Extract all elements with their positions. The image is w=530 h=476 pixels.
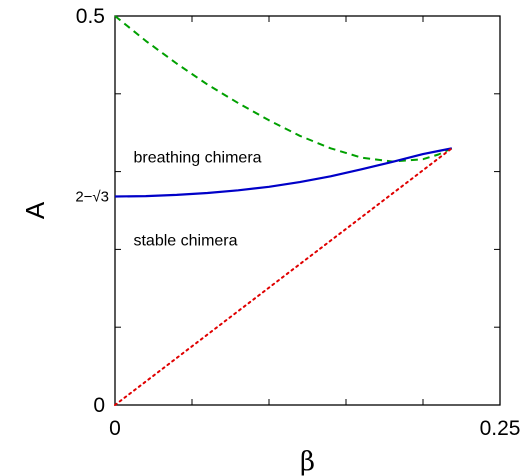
y-tick-label-0: 0 [93,394,105,417]
series-layer [114,15,453,406]
x-tick-label-0: 0 [109,417,121,440]
series-line-1 [114,147,453,198]
y-tick-label-special: 2−√3 [75,189,109,206]
labels-layer: β A 0 0.25 0 0.5 2−√3 breathing chimera stable… [20,5,520,476]
ticks [115,16,500,405]
x-axis-label: β [300,447,315,476]
annotation-0: breathing chimera [133,149,261,166]
series-line-2 [114,147,453,406]
y-tick-label-1: 0.5 [76,5,105,28]
x-tick-label-1: 0.25 [480,417,521,440]
annotation-1: stable chimera [133,233,237,250]
y-axis-label: A [20,201,50,219]
series-line-0 [114,15,453,163]
plot-frame [114,15,501,406]
